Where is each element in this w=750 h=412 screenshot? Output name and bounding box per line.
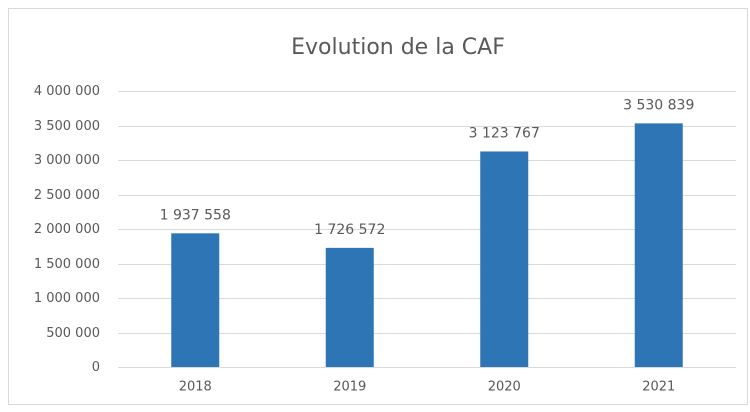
y-tick-label: 0	[92, 360, 100, 375]
chart-frame	[8, 8, 748, 405]
chart-title: Evolution de la CAF	[291, 35, 505, 60]
y-tick-label: 3 000 000	[34, 153, 100, 168]
bar	[325, 247, 374, 367]
bar	[634, 123, 683, 368]
value-label: 1 937 558	[160, 207, 231, 223]
bar	[171, 233, 220, 367]
x-tick-label: 2021	[642, 380, 675, 395]
value-label: 3 530 839	[623, 97, 694, 113]
y-tick-label: 4 000 000	[34, 84, 100, 99]
value-label: 1 726 572	[314, 222, 385, 238]
y-tick-label: 3 500 000	[34, 119, 100, 134]
y-tick-label: 500 000	[46, 326, 100, 341]
y-tick-label: 1 500 000	[34, 257, 100, 272]
x-tick-label: 2020	[488, 380, 521, 395]
y-tick-label: 2 000 000	[34, 222, 100, 237]
x-tick-label: 2018	[179, 380, 212, 395]
bar	[480, 151, 529, 367]
y-tick-label: 1 000 000	[34, 291, 100, 306]
value-label: 3 123 767	[469, 125, 540, 141]
x-tick-label: 2019	[333, 380, 366, 395]
y-tick-label: 2 500 000	[34, 188, 100, 203]
